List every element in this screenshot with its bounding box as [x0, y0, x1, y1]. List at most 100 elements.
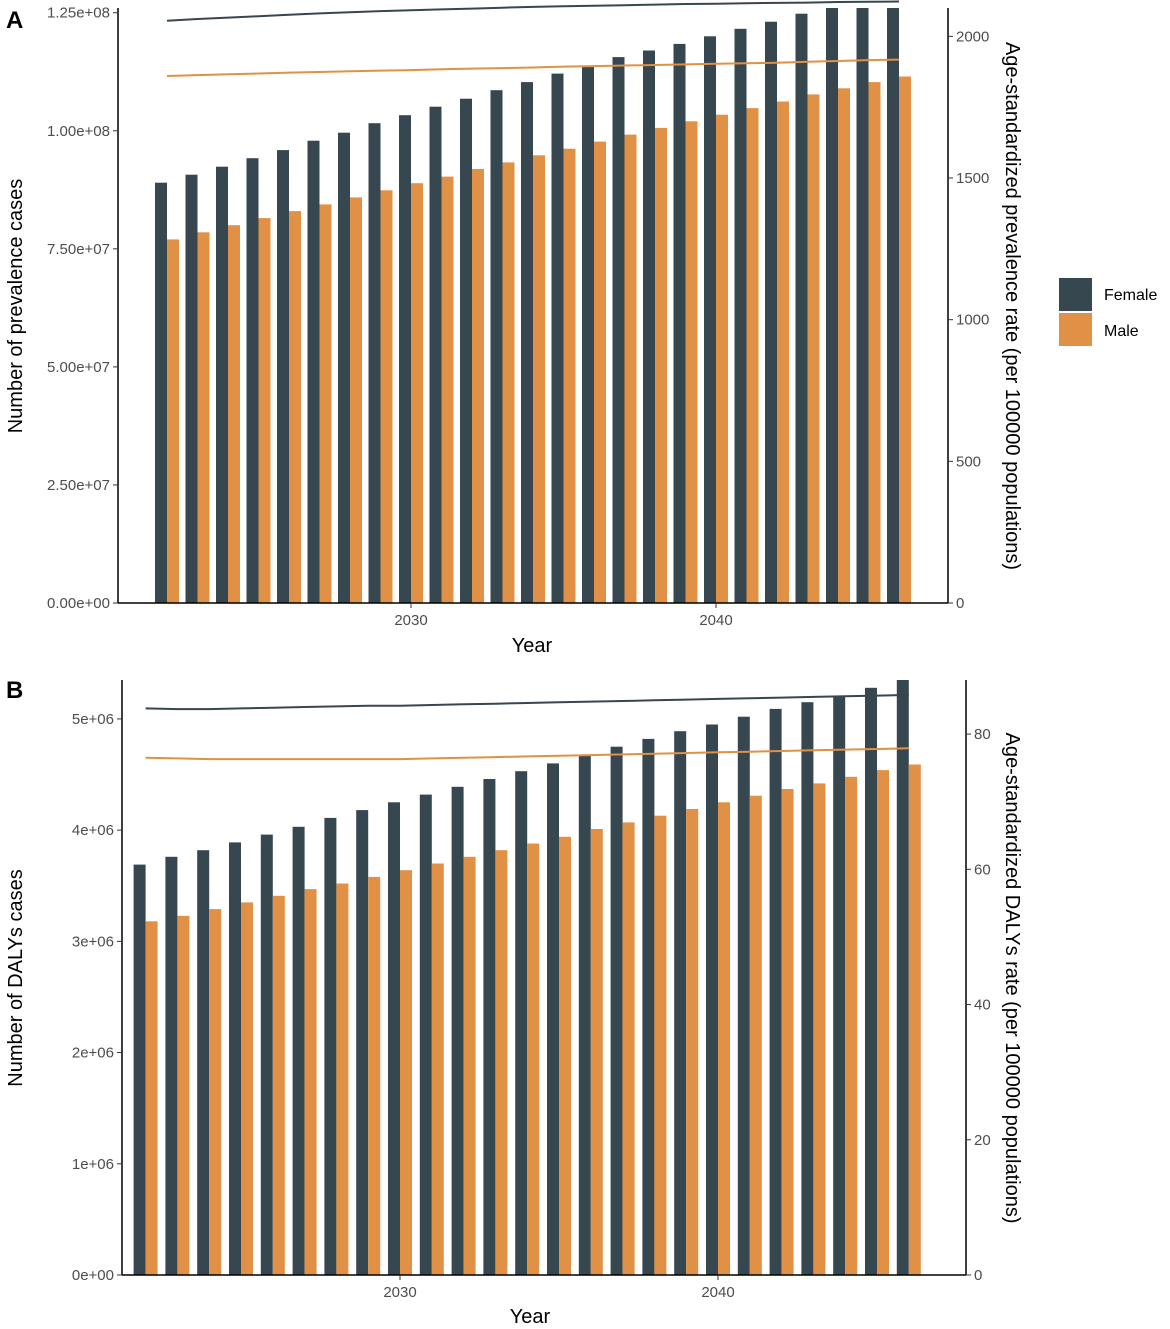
- y-left-tick-label: 4e+06: [72, 822, 114, 839]
- bar-male-2042: [777, 101, 789, 603]
- bar-female-2029: [368, 123, 381, 603]
- y-right-tick-label: 20: [974, 1132, 991, 1149]
- bar-female-2043: [795, 13, 808, 603]
- bar-male-2038: [655, 127, 667, 604]
- bar-male-2025: [258, 218, 271, 603]
- bar-male-2034: [533, 155, 545, 604]
- bar-male-2022: [145, 921, 158, 1275]
- panel-b-x-axis-label: Year: [510, 1306, 551, 1328]
- legend-swatch-male: [1059, 313, 1092, 346]
- bar-male-2043: [807, 94, 820, 604]
- y-left-tick-label: 5.00e+07: [47, 359, 110, 376]
- bar-male-2044: [845, 776, 858, 1275]
- bar-female-2037: [610, 746, 623, 1275]
- panel-a-x-axis-label: Year: [512, 635, 553, 657]
- bar-male-2045: [868, 82, 881, 604]
- bar-male-2030: [411, 183, 423, 603]
- panel-a-y-axis-right-label: Age-standardized prevalence rate (per 10…: [1001, 42, 1023, 570]
- bar-female-2023: [185, 174, 198, 603]
- bar-female-2035: [547, 763, 559, 1275]
- y-left-tick-label: 5e+06: [72, 711, 114, 728]
- legend-label-female: Female: [1104, 287, 1157, 304]
- bar-female-2025: [246, 158, 259, 603]
- bar-female-2036: [578, 755, 591, 1275]
- y-right-tick-label: 80: [974, 726, 991, 743]
- bar-female-2031: [429, 106, 442, 603]
- panel-a-axes: [117, 8, 949, 604]
- bar-male-2035: [559, 836, 571, 1275]
- bar-male-2031: [441, 176, 454, 603]
- panel-a: A 0.00e+00 2.50e+07 5.00e+07 7.50e+07 1.00e+…: [5, 0, 1023, 657]
- bar-female-2033: [490, 90, 503, 603]
- bar-male-2046: [908, 764, 921, 1275]
- bar-male-2029: [368, 876, 381, 1275]
- panel-a-lines: [166, 0, 900, 77]
- bar-male-2034: [527, 843, 540, 1275]
- y-left-tick-label: 2e+06: [72, 1045, 114, 1062]
- x-tick-label: 2030: [383, 1284, 416, 1301]
- y-right-tick-label: 500: [956, 453, 981, 470]
- line-female-rate: [166, 0, 900, 22]
- bar-male-2043: [813, 783, 826, 1275]
- bar-female-2027: [307, 140, 320, 603]
- bar-male-2039: [686, 809, 699, 1275]
- bar-male-2023: [197, 232, 210, 604]
- bar-female-2042: [769, 708, 782, 1275]
- bar-male-2032: [463, 856, 476, 1275]
- bar-male-2028: [350, 197, 362, 603]
- bar-female-2022: [133, 864, 146, 1275]
- bar-female-2027: [292, 826, 305, 1275]
- bar-male-2022: [167, 239, 179, 603]
- legend-label-male: Male: [1104, 323, 1139, 340]
- bar-female-2040: [706, 724, 718, 1275]
- bar-female-2036: [582, 65, 594, 604]
- y-left-tick-label: 3e+06: [72, 933, 114, 950]
- bar-female-2029: [356, 810, 369, 1275]
- bar-female-2026: [260, 834, 273, 1275]
- y-left-tick-label: 1.25e+08: [47, 5, 110, 22]
- bar-female-2028: [324, 817, 337, 1275]
- y-left-tick-label: 1e+06: [72, 1156, 114, 1173]
- bar-male-2024: [209, 909, 222, 1275]
- bar-female-2038: [642, 738, 655, 1275]
- y-right-tick-label: 60: [974, 861, 991, 878]
- y-left-tick-label: 0.00e+00: [47, 595, 110, 612]
- panel-a-y-axis-left-label: Number of prevalence cases: [5, 179, 27, 434]
- y-left-tick-label: 7.50e+07: [47, 241, 110, 258]
- bar-female-2035: [551, 73, 564, 604]
- bar-male-2023: [177, 915, 190, 1275]
- bar-male-2042: [781, 789, 794, 1275]
- bar-female-2046: [896, 680, 909, 1275]
- bar-female-2041: [734, 28, 747, 604]
- bar-male-2045: [877, 770, 889, 1275]
- y-right-tick-label: 2000: [956, 28, 989, 45]
- bar-male-2029: [380, 190, 393, 604]
- bar-female-2024: [197, 850, 210, 1275]
- bar-female-2044: [826, 8, 838, 603]
- panel-b-tag: B: [6, 677, 23, 704]
- bar-male-2040: [716, 114, 728, 603]
- line-male-rate: [145, 747, 909, 761]
- panel-b-axes: [121, 680, 967, 1276]
- line-female-rate: [145, 693, 909, 711]
- bar-female-2037: [612, 57, 625, 604]
- bar-female-2026: [277, 150, 289, 603]
- bar-male-2032: [472, 169, 484, 603]
- bar-male-2026: [289, 211, 301, 603]
- bar-male-2037: [624, 134, 637, 603]
- panel-b-lines: [145, 693, 909, 761]
- y-left-tick-label: 0e+00: [72, 1267, 114, 1284]
- y-left-tick-label: 1.00e+08: [47, 123, 110, 140]
- bar-male-2025: [241, 902, 253, 1275]
- panel-b: B 0e+001e+062e+063e+064e+065e+0602040608…: [5, 677, 1023, 1328]
- panel-b-y-axis-left-label: Number of DALYs cases: [5, 869, 27, 1087]
- legend: Female Male: [1059, 278, 1157, 346]
- y-right-tick-label: 1000: [956, 312, 989, 329]
- bar-female-2045: [865, 687, 877, 1275]
- bar-male-2024: [228, 225, 240, 603]
- bar-female-2028: [338, 132, 350, 603]
- bar-male-2037: [622, 822, 635, 1275]
- bar-female-2033: [483, 779, 496, 1275]
- bar-female-2034: [515, 771, 528, 1275]
